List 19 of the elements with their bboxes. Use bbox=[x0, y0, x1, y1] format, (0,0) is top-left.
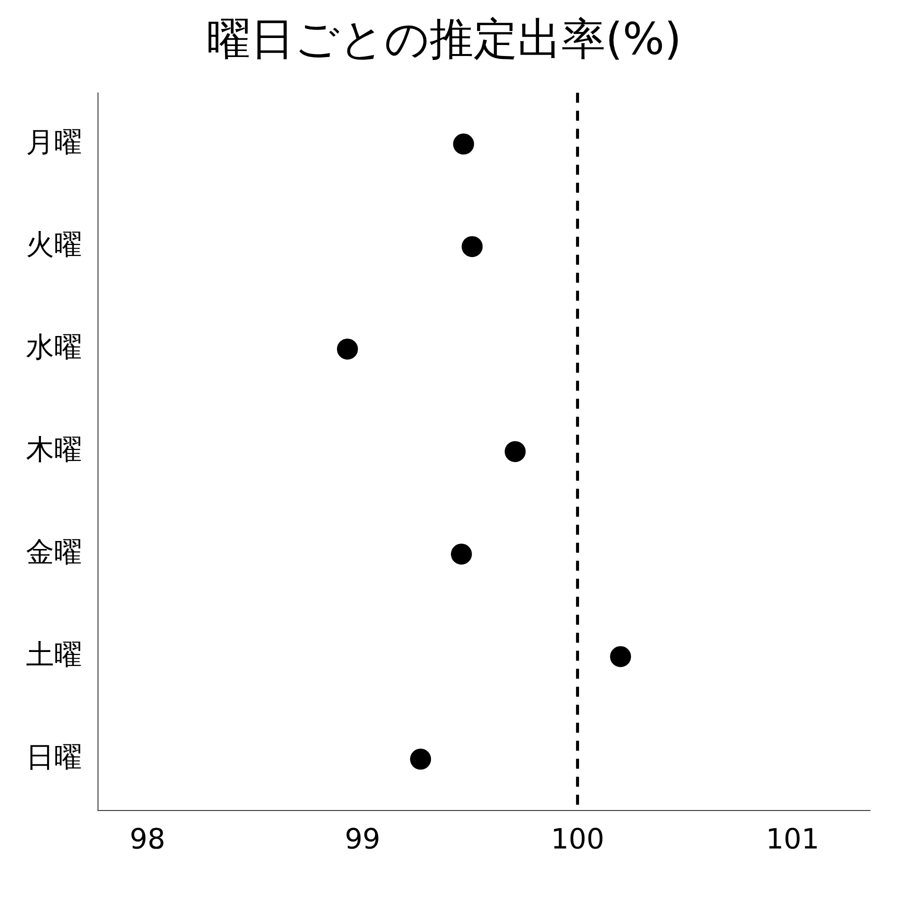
point bbox=[610, 646, 632, 668]
y-tick-label: 土曜 bbox=[26, 638, 82, 671]
y-tick-label: 水曜 bbox=[26, 330, 82, 364]
y-tick-label: 日曜 bbox=[26, 740, 82, 774]
x-tick-label: 98 bbox=[130, 822, 166, 856]
point bbox=[453, 134, 474, 155]
x-tick-label: 101 bbox=[766, 822, 820, 856]
x-tick-label: 99 bbox=[344, 822, 380, 856]
point bbox=[504, 441, 526, 462]
y-tick-label: 火曜 bbox=[26, 228, 82, 261]
y-tick-label: 金曜 bbox=[26, 535, 82, 568]
y-tick-label: 月曜 bbox=[26, 125, 82, 158]
chart-title: 曜日ごとの推定出率(%) bbox=[206, 14, 682, 65]
point bbox=[410, 748, 432, 770]
y-tick-label: 木曜 bbox=[26, 432, 82, 466]
x-tick-label: 100 bbox=[550, 822, 604, 856]
point bbox=[462, 236, 483, 258]
point bbox=[450, 544, 472, 565]
point bbox=[336, 338, 358, 360]
